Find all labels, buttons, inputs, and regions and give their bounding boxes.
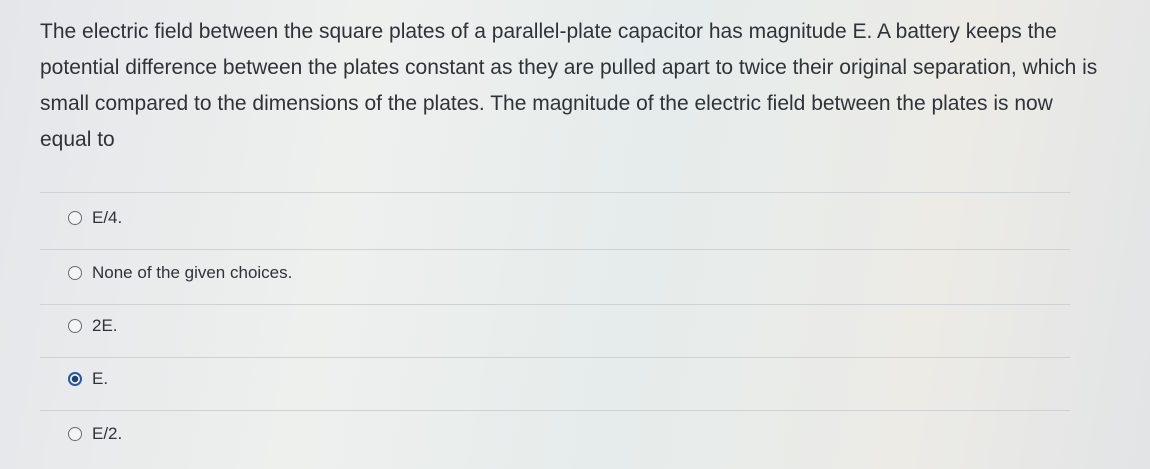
- radio-button[interactable]: [68, 427, 82, 441]
- divider: [40, 304, 1070, 305]
- option-label: None of the given choices.: [92, 263, 293, 282]
- radio-button[interactable]: [68, 266, 82, 280]
- radio-button-selected[interactable]: [68, 372, 82, 386]
- divider: [40, 192, 1070, 193]
- radio-button[interactable]: [68, 211, 82, 225]
- option-label: E/4.: [92, 208, 123, 227]
- option-label: E/2.: [92, 424, 123, 443]
- option[interactable]: E/4.: [68, 208, 122, 228]
- option[interactable]: E/2.: [68, 424, 122, 444]
- divider: [40, 357, 1070, 358]
- option[interactable]: None of the given choices.: [68, 263, 292, 283]
- option[interactable]: 2E.: [68, 316, 118, 336]
- question-text: The electric field between the square pl…: [40, 20, 1098, 151]
- option-label: 2E.: [92, 316, 118, 335]
- divider: [40, 249, 1070, 250]
- radio-button[interactable]: [68, 319, 82, 333]
- option[interactable]: E.: [68, 369, 108, 389]
- option-label: E.: [92, 369, 109, 388]
- divider: [40, 410, 1070, 411]
